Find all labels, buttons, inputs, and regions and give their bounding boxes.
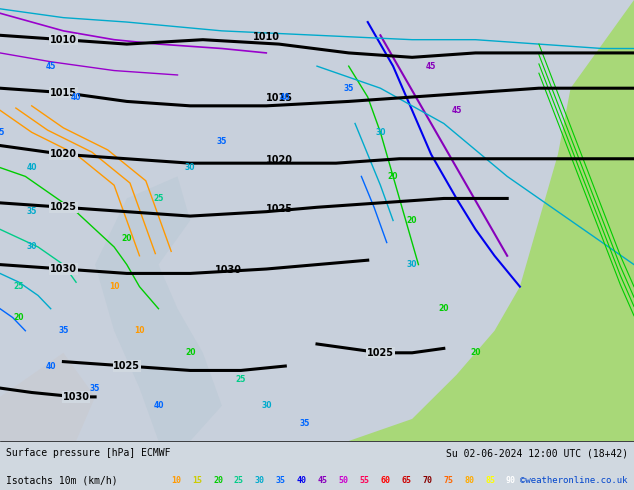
Text: 1010: 1010 — [50, 35, 77, 45]
Text: 40: 40 — [46, 362, 56, 370]
Text: 35: 35 — [217, 137, 227, 146]
Text: 20: 20 — [388, 172, 398, 181]
Text: 1015: 1015 — [50, 88, 77, 98]
Text: 30: 30 — [261, 401, 271, 410]
Text: 20: 20 — [14, 313, 24, 322]
Text: 25: 25 — [153, 194, 164, 203]
Text: 25: 25 — [14, 282, 24, 291]
Text: 45: 45 — [0, 128, 5, 137]
Text: 30: 30 — [407, 260, 417, 269]
Text: 10: 10 — [109, 282, 119, 291]
Text: 90: 90 — [506, 476, 516, 485]
Text: 1015: 1015 — [266, 94, 292, 103]
Text: 1020: 1020 — [266, 155, 292, 165]
Text: 35: 35 — [299, 419, 309, 428]
Text: 1020: 1020 — [50, 149, 77, 159]
Text: 35: 35 — [276, 476, 286, 485]
Polygon shape — [349, 0, 634, 441]
Text: 35: 35 — [90, 384, 100, 392]
Text: 35: 35 — [58, 326, 68, 335]
Text: 65: 65 — [401, 476, 411, 485]
Polygon shape — [95, 176, 222, 441]
Text: 1030: 1030 — [63, 392, 89, 402]
Text: 1025: 1025 — [50, 202, 77, 212]
Text: 25: 25 — [234, 476, 244, 485]
Text: 20: 20 — [470, 348, 481, 357]
Text: 30: 30 — [255, 476, 265, 485]
Text: ©weatheronline.co.uk: ©weatheronline.co.uk — [520, 476, 628, 485]
Text: 30: 30 — [375, 128, 385, 137]
Text: 45: 45 — [426, 62, 436, 71]
Text: 55: 55 — [359, 476, 370, 485]
Text: 40: 40 — [280, 93, 290, 101]
Text: 35: 35 — [27, 207, 37, 216]
Text: 20: 20 — [185, 348, 195, 357]
Text: 20: 20 — [213, 476, 223, 485]
Text: 30: 30 — [27, 243, 37, 251]
Text: 45: 45 — [46, 62, 56, 71]
Text: 20: 20 — [439, 304, 449, 313]
Text: 10: 10 — [171, 476, 181, 485]
Text: 40: 40 — [297, 476, 307, 485]
Text: 25: 25 — [236, 375, 246, 384]
Text: 1025: 1025 — [266, 204, 292, 214]
Text: Isotachs 10m (km/h): Isotachs 10m (km/h) — [6, 475, 130, 485]
Text: 50: 50 — [339, 476, 349, 485]
Text: 20: 20 — [407, 216, 417, 225]
Text: 20: 20 — [122, 234, 132, 243]
Text: 1030: 1030 — [50, 264, 77, 274]
Text: 80: 80 — [464, 476, 474, 485]
Text: 70: 70 — [422, 476, 432, 485]
Text: 15: 15 — [192, 476, 202, 485]
Text: 85: 85 — [485, 476, 495, 485]
Text: 30: 30 — [185, 163, 195, 172]
Text: 35: 35 — [344, 84, 354, 93]
Text: 40: 40 — [27, 163, 37, 172]
Text: Su 02-06-2024 12:00 UTC (18+42): Su 02-06-2024 12:00 UTC (18+42) — [446, 448, 628, 458]
Text: 40: 40 — [71, 93, 81, 101]
Text: 60: 60 — [380, 476, 391, 485]
Text: 45: 45 — [451, 106, 462, 115]
Text: 75: 75 — [443, 476, 453, 485]
Polygon shape — [0, 353, 95, 441]
Text: 10: 10 — [134, 326, 145, 335]
Text: 40: 40 — [153, 401, 164, 410]
Text: 1030: 1030 — [215, 266, 242, 275]
Text: 1010: 1010 — [253, 32, 280, 42]
Text: 1025: 1025 — [367, 348, 394, 358]
Text: 1025: 1025 — [113, 361, 140, 371]
Text: Surface pressure [hPa] ECMWF: Surface pressure [hPa] ECMWF — [6, 448, 171, 458]
Text: 45: 45 — [318, 476, 328, 485]
